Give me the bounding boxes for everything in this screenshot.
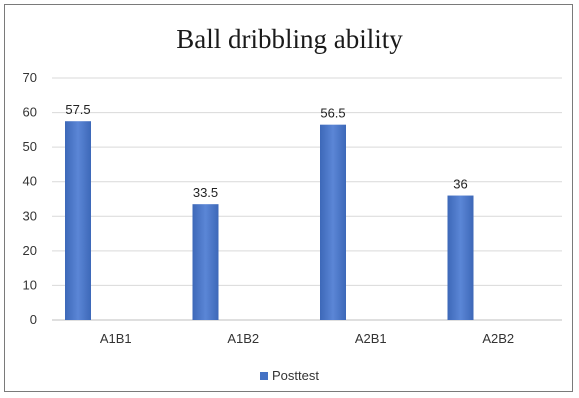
x-tick-label: A2B1 [355, 331, 387, 346]
data-label: 56.5 [320, 106, 345, 121]
data-label: 57.5 [65, 102, 90, 117]
y-tick-label: 10 [23, 277, 37, 292]
y-tick-label: 50 [23, 139, 37, 154]
data-label: 36 [453, 177, 467, 192]
bars [65, 121, 474, 321]
legend: Posttest [0, 368, 579, 383]
legend-swatch [260, 372, 269, 380]
bar [447, 195, 474, 320]
data-label: 33.5 [193, 185, 218, 200]
bar [65, 121, 91, 320]
y-tick-label: 40 [23, 174, 37, 189]
legend-label: Posttest [272, 368, 319, 383]
x-tick-label: A2B2 [482, 331, 514, 346]
data-labels: 57.5 33.5 56.5 36 [65, 102, 467, 200]
x-tick-label: A1B1 [100, 331, 132, 346]
bar [320, 124, 346, 321]
y-tick-label: 20 [23, 243, 37, 258]
y-tick-label: 30 [23, 208, 37, 223]
x-tick-label: A1B2 [227, 331, 259, 346]
y-tick-label: 60 [23, 105, 37, 120]
x-axis-ticks: A1B1 A1B2 A2B1 A2B2 [100, 331, 514, 346]
gridlines [52, 77, 562, 321]
y-axis-ticks: 0 10 20 30 40 50 60 70 [23, 70, 37, 327]
chart-frame [4, 4, 573, 392]
y-tick-label: 70 [23, 70, 37, 85]
bar [192, 204, 219, 320]
chart-title: Ball dribbling ability [176, 24, 403, 54]
y-tick-label: 0 [30, 312, 37, 327]
